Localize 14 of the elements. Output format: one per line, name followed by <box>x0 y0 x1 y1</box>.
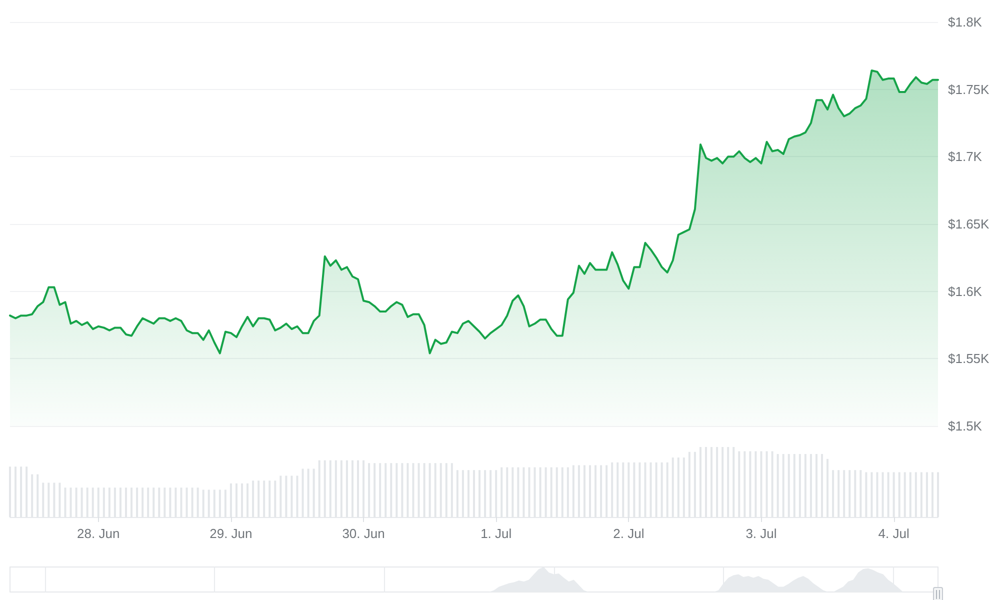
y-tick-label: $1.65K <box>948 216 990 232</box>
y-tick-label: $1.8K <box>948 14 982 30</box>
x-tick-label: 28. Jun <box>77 526 120 541</box>
y-tick-label: $1.5K <box>948 418 982 434</box>
x-tick-label: 4. Jul <box>878 526 910 541</box>
x-tick-label: 29. Jun <box>210 526 252 541</box>
y-tick-label: $1.55K <box>948 351 990 366</box>
x-tick-label: 1. Jul <box>480 526 512 541</box>
y-tick-label: $1.7K <box>948 149 982 164</box>
x-tick-label: 2. Jul <box>613 526 644 541</box>
x-tick-label: 3. Jul <box>746 526 777 541</box>
y-tick-label: $1.6K <box>948 284 982 299</box>
x-tick-label: 30. Jun <box>342 526 385 541</box>
y-tick-label: $1.75K <box>948 82 990 97</box>
